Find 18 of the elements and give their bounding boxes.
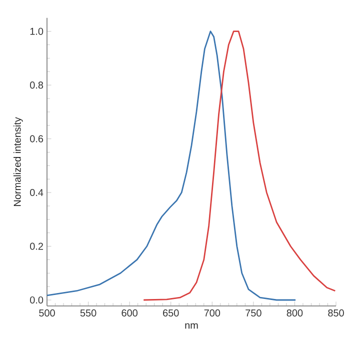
line-series <box>46 30 296 301</box>
y-tick-label: 1.0 <box>30 28 44 35</box>
y-tick-label: 0.0 <box>30 296 44 304</box>
x-axis-title: nm <box>185 323 198 329</box>
y-tick-label: 0.6 <box>30 135 44 142</box>
x-tick-label: 550 <box>80 309 96 316</box>
x-tick-label: 750 <box>246 309 262 316</box>
y-tick-label: 0.8 <box>30 82 44 89</box>
line-series <box>142 30 336 301</box>
x-tick-label: 800 <box>286 309 303 316</box>
x-tick-label: 600 <box>122 309 138 316</box>
y-tick-label: 0.4 <box>30 189 44 196</box>
y-axis-title: Normalized intensity <box>14 117 23 206</box>
x-tick-label: 500 <box>39 309 55 316</box>
x-tick-label: 700 <box>204 309 220 316</box>
x-tick-label: 850 <box>328 309 344 316</box>
x-tick-label: 650 <box>163 309 179 316</box>
y-tick-label: 0.2 <box>30 242 43 250</box>
